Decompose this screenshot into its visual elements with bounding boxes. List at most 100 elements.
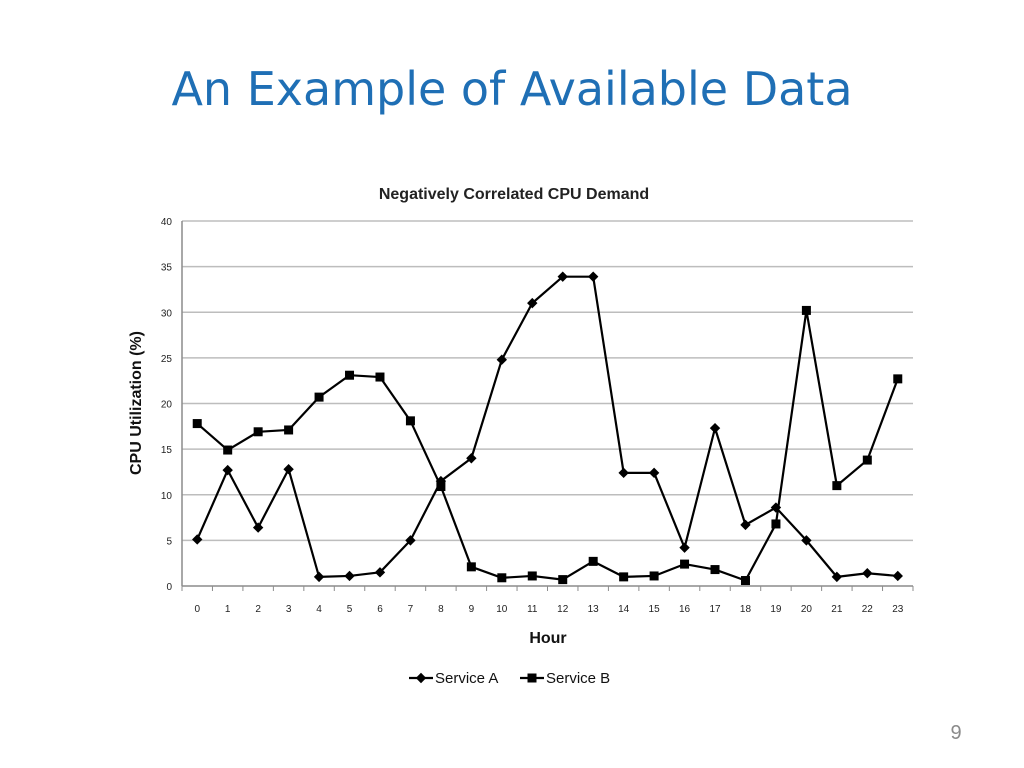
service-b-point: [497, 573, 507, 583]
service-b-point: [345, 370, 355, 380]
x-tick-label: 23: [892, 604, 904, 615]
service-b-point: [405, 416, 415, 426]
x-tick-label: 10: [496, 604, 508, 615]
y-tick-label: 35: [161, 263, 173, 274]
legend-item-service-b: Service B: [520, 670, 610, 687]
service-a-point: [344, 570, 355, 582]
x-tick-label: 21: [831, 604, 843, 615]
service-b-point: [436, 482, 446, 492]
service-a-point: [222, 464, 233, 476]
slide-title: An Example of Available Data: [171, 62, 853, 116]
service-a-point: [709, 422, 721, 434]
service-a-point: [374, 567, 386, 578]
service-a-point: [405, 535, 416, 546]
x-tick-label: 17: [709, 604, 721, 615]
x-tick-label: 1: [225, 604, 231, 615]
service-b-point: [893, 374, 903, 384]
service-a-point: [496, 354, 508, 365]
x-tick-label: 15: [649, 604, 661, 615]
service-b-point: [284, 425, 294, 435]
service-b-point: [832, 481, 842, 491]
grid: [181, 220, 914, 591]
x-tick-label: 6: [377, 604, 383, 615]
x-tick-label: 8: [438, 604, 444, 615]
x-tick-label: 0: [194, 604, 200, 615]
x-tick-label: 11: [527, 604, 538, 615]
y-tick-label: 0: [166, 582, 172, 593]
service-a-point: [892, 570, 903, 582]
service-a-point: [557, 271, 568, 282]
service-a-point: [527, 297, 538, 309]
service-a-point: [801, 535, 812, 546]
service-b-point: [192, 419, 202, 429]
service-a-point: [466, 453, 477, 464]
legend-label: Service A: [435, 670, 498, 687]
service-a-line: [196, 275, 898, 578]
service-b-line: [196, 309, 899, 582]
legend-marker: [415, 672, 427, 684]
service-b-point: [740, 576, 750, 586]
service-a-point: [679, 542, 690, 553]
service-b-point: [801, 305, 811, 315]
legend: Service A Service B: [409, 670, 610, 687]
legend-label: Service B: [546, 670, 610, 687]
service-b-point: [223, 445, 233, 455]
service-a-point: [648, 467, 660, 479]
chart-title: Negatively Correlated CPU Demand: [379, 186, 649, 203]
x-tick-label: 7: [408, 604, 414, 615]
service-b-point: [619, 572, 629, 582]
x-tick-label: 14: [618, 604, 630, 615]
series-group: [192, 271, 903, 586]
service-b-point: [466, 562, 476, 572]
service-a-point: [192, 534, 203, 545]
x-tick-label: 13: [588, 604, 600, 615]
y-axis-label: CPU Utilization (%): [128, 331, 145, 475]
x-tick-label: 19: [770, 604, 782, 615]
x-tick-label: 12: [557, 604, 569, 615]
x-tick-label: 18: [740, 604, 752, 615]
service-a-point: [252, 522, 264, 533]
service-a-point: [740, 519, 751, 531]
y-tick-label: 5: [166, 536, 172, 547]
x-axis-ticks: 0 1 2 3 4 5 6 7 8 9 10 11 12 13 14 15 16 17 18 19 20 21 22 23: [194, 604, 903, 615]
x-tick-label: 4: [316, 604, 322, 615]
service-a-point: [313, 571, 325, 583]
x-axis-label: Hour: [529, 630, 566, 647]
service-b-point: [710, 565, 720, 575]
service-b-point: [649, 571, 659, 581]
service-b-point: [314, 392, 324, 402]
service-b-point: [527, 571, 537, 581]
service-a-point: [283, 464, 294, 475]
y-tick-label: 25: [161, 354, 173, 365]
y-tick-label: 20: [161, 400, 173, 411]
service-b-series: [192, 305, 903, 586]
x-tick-label: 2: [255, 604, 261, 615]
service-b-point: [680, 559, 690, 569]
service-a-point: [831, 571, 843, 583]
service-a-point: [862, 568, 873, 579]
x-tick-label: 9: [469, 604, 475, 615]
y-tick-label: 10: [161, 491, 173, 502]
y-axis-ticks: 0 5 10 15 20 25 30 35 40: [161, 217, 173, 593]
service-b-point: [253, 427, 263, 437]
legend-item-service-a: Service A: [409, 670, 498, 687]
x-tick-label: 3: [286, 604, 292, 615]
service-a-point: [618, 467, 629, 479]
x-tick-label: 22: [862, 604, 874, 615]
service-a-series: [192, 271, 903, 583]
x-tick-label: 20: [801, 604, 813, 615]
service-b-point: [558, 575, 568, 585]
x-tick-label: 16: [679, 604, 691, 615]
y-tick-label: 30: [161, 308, 173, 319]
service-b-point: [771, 519, 781, 529]
slide-number: 9: [950, 722, 962, 744]
x-tick-label: 5: [347, 604, 353, 615]
legend-marker: [527, 673, 537, 683]
service-b-point: [375, 372, 385, 382]
service-b-point: [588, 556, 598, 566]
y-tick-label: 15: [161, 445, 173, 456]
y-tick-label: 40: [161, 217, 173, 228]
service-a-point: [587, 271, 599, 282]
service-b-point: [862, 455, 872, 465]
